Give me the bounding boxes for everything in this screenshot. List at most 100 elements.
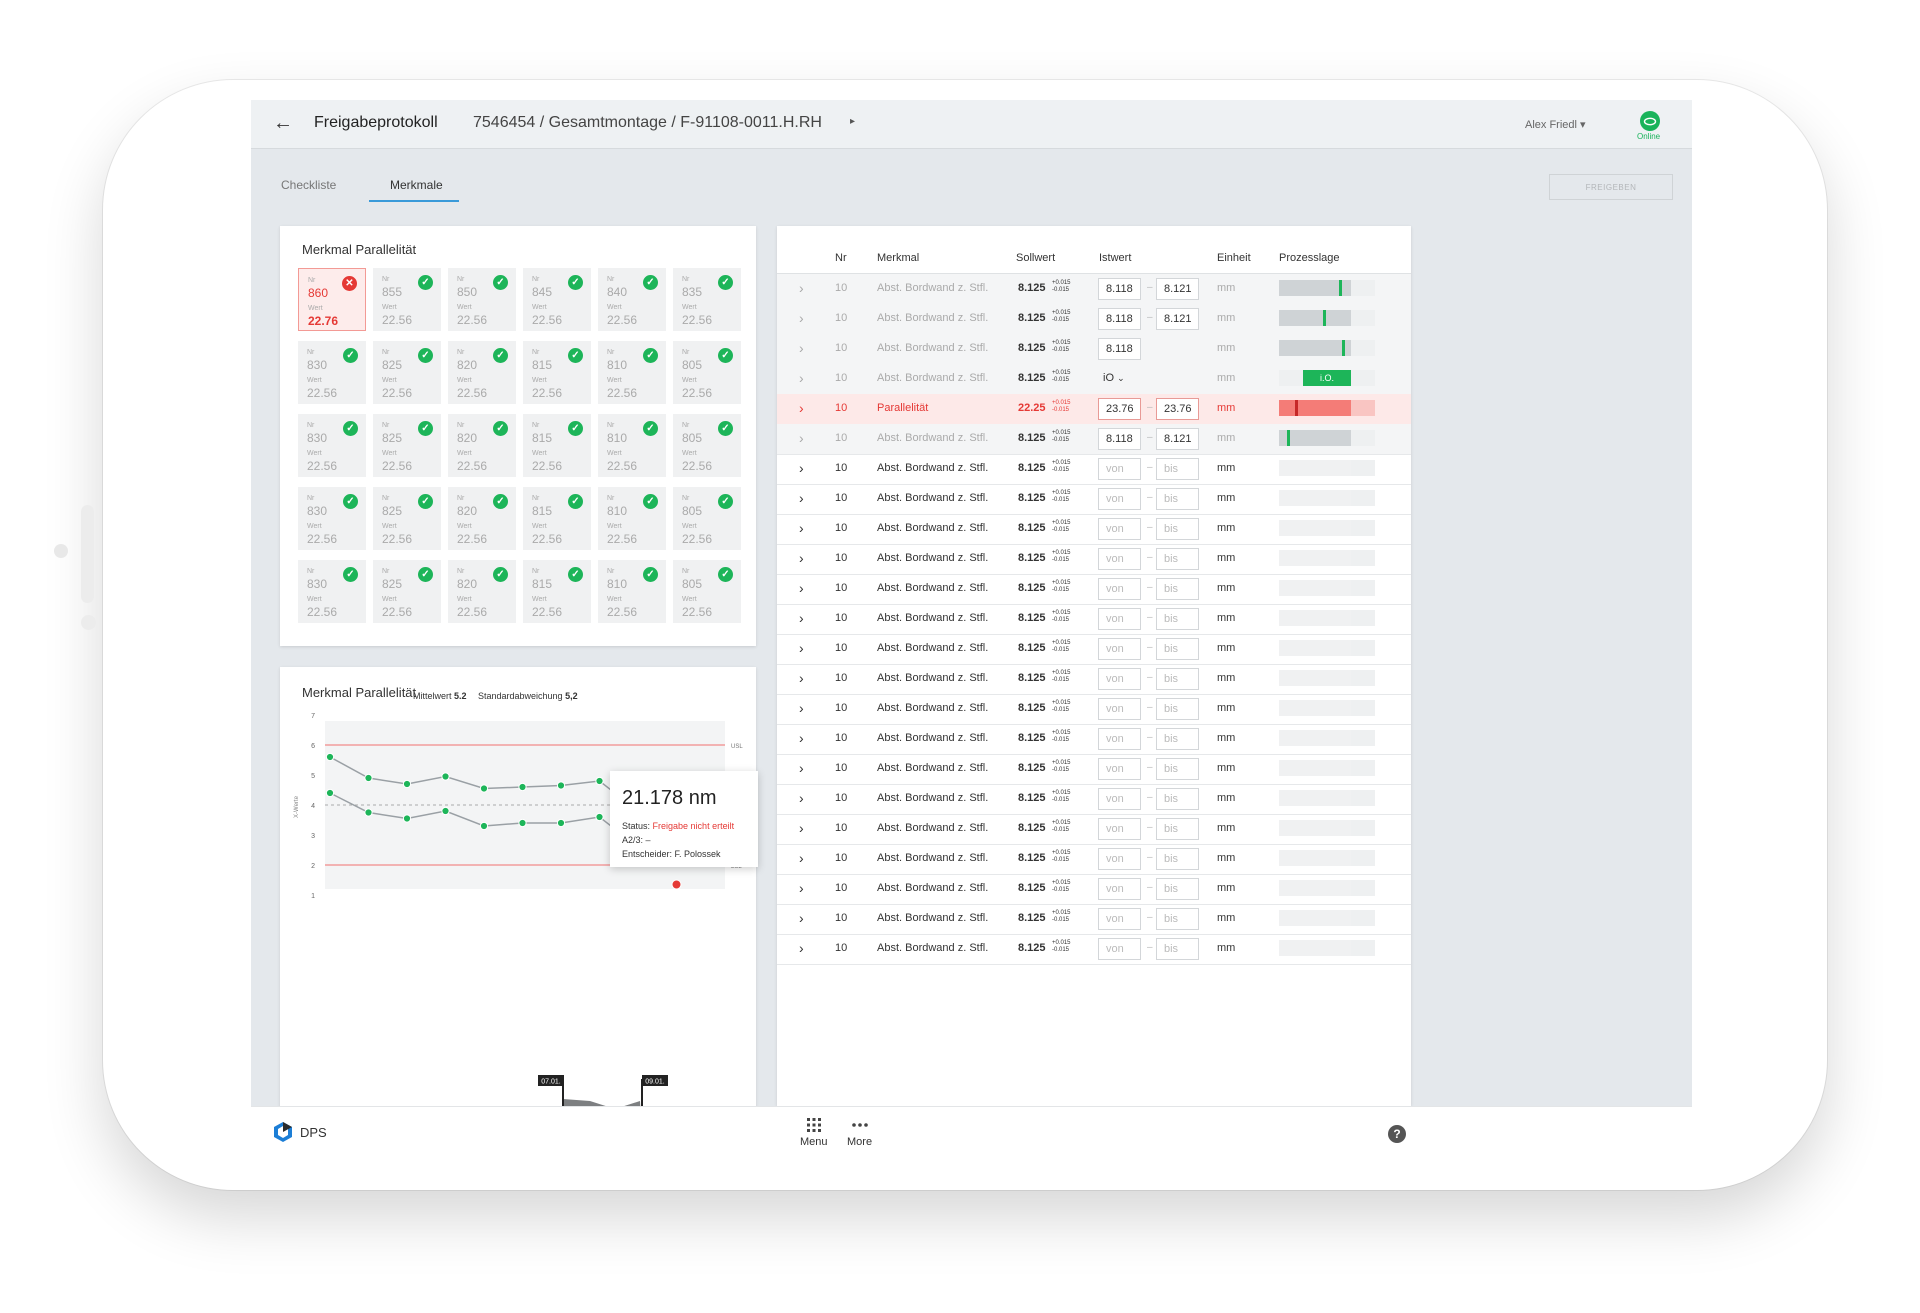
freigeben-button[interactable]: FREIGEBEN [1549,174,1673,200]
chevron-right-icon[interactable]: › [799,730,804,746]
table-row[interactable]: › 10 Abst. Bordwand z. Stfl. 8.125 +0.015 -0.… [777,274,1411,305]
istwert-bis-input[interactable]: bis [1156,518,1199,540]
istwert-von-input[interactable]: von [1098,938,1141,960]
chevron-right-icon[interactable]: › [799,880,804,896]
table-row[interactable]: › 10 Abst. Bordwand z. Stfl. 8.125 +0.015 -0.… [777,484,1411,515]
istwert-von-input[interactable]: von [1098,728,1141,750]
merkmal-tile[interactable]: Nr 810 Wert 22.56 ✓ [598,487,666,550]
merkmal-tile[interactable]: Nr 815 Wert 22.56 ✓ [523,560,591,623]
istwert-bis-input[interactable]: bis [1156,578,1199,600]
istwert-von-input[interactable]: von [1098,818,1141,840]
tab-merkmale[interactable]: Merkmale [390,178,443,192]
chevron-right-icon[interactable]: › [799,520,804,536]
chevron-right-icon[interactable]: › [799,550,804,566]
chevron-right-icon[interactable]: › [799,910,804,926]
merkmal-tile[interactable]: Nr 815 Wert 22.56 ✓ [523,414,591,477]
merkmal-tile[interactable]: Nr 805 Wert 22.56 ✓ [673,487,741,550]
chevron-right-icon[interactable]: › [799,460,804,476]
chevron-right-icon[interactable]: › [799,610,804,626]
table-row[interactable]: › 10 Abst. Bordwand z. Stfl. 8.125 +0.015 -0.… [777,904,1411,935]
chevron-right-icon[interactable]: › [799,580,804,596]
merkmal-tile[interactable]: Nr 825 Wert 22.56 ✓ [373,341,441,404]
table-row[interactable]: › 10 Abst. Bordwand z. Stfl. 8.125 +0.015 -0.… [777,754,1411,785]
table-row[interactable]: › 10 Abst. Bordwand z. Stfl. 8.125 +0.015 -0.… [777,844,1411,875]
chevron-right-icon[interactable]: › [799,790,804,806]
merkmal-tile[interactable]: Nr 810 Wert 22.56 ✓ [598,414,666,477]
merkmal-tile[interactable]: Nr 820 Wert 22.56 ✓ [448,487,516,550]
table-row[interactable]: › 10 Abst. Bordwand z. Stfl. 8.125 +0.015 -0.… [777,514,1411,545]
istwert-bis-input[interactable]: bis [1156,698,1199,720]
merkmal-tile[interactable]: Nr 820 Wert 22.56 ✓ [448,560,516,623]
istwert-bis-input[interactable]: bis [1156,458,1199,480]
io-select[interactable]: iO ⌄ [1103,372,1125,384]
merkmal-tile[interactable]: Nr 840 Wert 22.56 ✓ [598,268,666,331]
chevron-right-icon[interactable]: › [799,760,804,776]
chevron-right-icon[interactable]: › [799,850,804,866]
table-row[interactable]: › 10 Abst. Bordwand z. Stfl. 8.125 +0.015 -0.… [777,544,1411,575]
menu-button[interactable]: Menu [800,1117,828,1148]
chevron-right-icon[interactable]: › [799,340,804,356]
merkmal-tile[interactable]: Nr 855 Wert 22.56 ✓ [373,268,441,331]
merkmal-tile[interactable]: Nr 830 Wert 22.56 ✓ [298,560,366,623]
istwert-von-input[interactable]: 8.118 [1098,278,1141,300]
istwert-von-input[interactable]: von [1098,638,1141,660]
istwert-bis-input[interactable]: bis [1156,908,1199,930]
chevron-right-icon[interactable]: › [799,820,804,836]
istwert-bis-input[interactable]: 8.121 [1156,428,1199,450]
istwert-bis-input[interactable]: bis [1156,668,1199,690]
merkmal-tile[interactable]: Nr 805 Wert 22.56 ✓ [673,414,741,477]
breadcrumb[interactable]: 7546454 / Gesamtmontage / F-91108-0011.H… [473,114,822,131]
merkmal-tile[interactable]: Nr 805 Wert 22.56 ✓ [673,341,741,404]
table-row[interactable]: › 10 Abst. Bordwand z. Stfl. 8.125 +0.015 -0.… [777,334,1411,365]
table-row[interactable]: › 10 Abst. Bordwand z. Stfl. 8.125 +0.015 -0.… [777,784,1411,815]
chevron-right-icon[interactable]: › [799,940,804,956]
istwert-von-input[interactable]: von [1098,668,1141,690]
chevron-right-icon[interactable]: › [799,430,804,446]
merkmal-tile[interactable]: Nr 825 Wert 22.56 ✓ [373,560,441,623]
table-row[interactable]: › 10 Abst. Bordwand z. Stfl. 8.125 +0.015 -0.… [777,814,1411,845]
table-row[interactable]: › 10 Abst. Bordwand z. Stfl. 8.125 +0.015 -0.… [777,664,1411,695]
chevron-right-icon[interactable]: › [799,400,804,416]
istwert-von-input[interactable]: von [1098,458,1141,480]
merkmal-tile[interactable]: Nr 830 Wert 22.56 ✓ [298,341,366,404]
istwert-von-input[interactable]: von [1098,878,1141,900]
istwert-von-input[interactable]: von [1098,608,1141,630]
merkmal-tile[interactable]: Nr 820 Wert 22.56 ✓ [448,414,516,477]
merkmal-tile[interactable]: Nr 825 Wert 22.56 ✓ [373,487,441,550]
back-arrow-icon[interactable]: ← [273,112,293,134]
istwert-von-input[interactable]: 8.118 [1098,338,1141,360]
table-row[interactable]: › 10 Abst. Bordwand z. Stfl. 8.125 +0.015 -0.… [777,304,1411,335]
istwert-bis-input[interactable]: bis [1156,548,1199,570]
istwert-von-input[interactable]: von [1098,698,1141,720]
istwert-bis-input[interactable]: bis [1156,848,1199,870]
chevron-right-icon[interactable]: › [799,700,804,716]
istwert-bis-input[interactable]: bis [1156,638,1199,660]
chevron-right-icon[interactable]: › [799,640,804,656]
merkmal-tile[interactable]: Nr 835 Wert 22.56 ✓ [673,268,741,331]
merkmal-tile[interactable]: Nr 850 Wert 22.56 ✓ [448,268,516,331]
merkmal-tile[interactable]: Nr 845 Wert 22.56 ✓ [523,268,591,331]
istwert-bis-input[interactable]: bis [1156,818,1199,840]
table-row[interactable]: › 10 Abst. Bordwand z. Stfl. 8.125 +0.015 -0.… [777,934,1411,965]
merkmal-tile[interactable]: Nr 810 Wert 22.56 ✓ [598,341,666,404]
istwert-bis-input[interactable]: 8.121 [1156,278,1199,300]
istwert-bis-input[interactable]: bis [1156,608,1199,630]
user-menu[interactable]: Alex Friedl ▾ [1525,119,1586,131]
istwert-von-input[interactable]: von [1098,908,1141,930]
table-row[interactable]: › 10 Abst. Bordwand z. Stfl. 8.125 +0.015 -0.… [777,694,1411,725]
table-row[interactable]: › 10 Abst. Bordwand z. Stfl. 8.125 +0.015 -0.… [777,424,1411,455]
istwert-bis-input[interactable]: bis [1156,758,1199,780]
istwert-von-input[interactable]: von [1098,518,1141,540]
chevron-right-icon[interactable]: › [799,280,804,296]
istwert-bis-input[interactable]: bis [1156,488,1199,510]
merkmal-tile[interactable]: Nr 830 Wert 22.56 ✓ [298,414,366,477]
istwert-von-input[interactable]: 8.118 [1098,308,1141,330]
chevron-right-icon[interactable]: › [799,670,804,686]
istwert-von-input[interactable]: von [1098,848,1141,870]
chevron-right-icon[interactable]: › [799,310,804,326]
merkmal-tile[interactable]: Nr 815 Wert 22.56 ✓ [523,341,591,404]
istwert-von-input[interactable]: 23.76 [1098,398,1141,420]
istwert-von-input[interactable]: von [1098,758,1141,780]
istwert-von-input[interactable]: 8.118 [1098,428,1141,450]
breadcrumb-arrow-icon[interactable]: ▸ [850,116,856,127]
